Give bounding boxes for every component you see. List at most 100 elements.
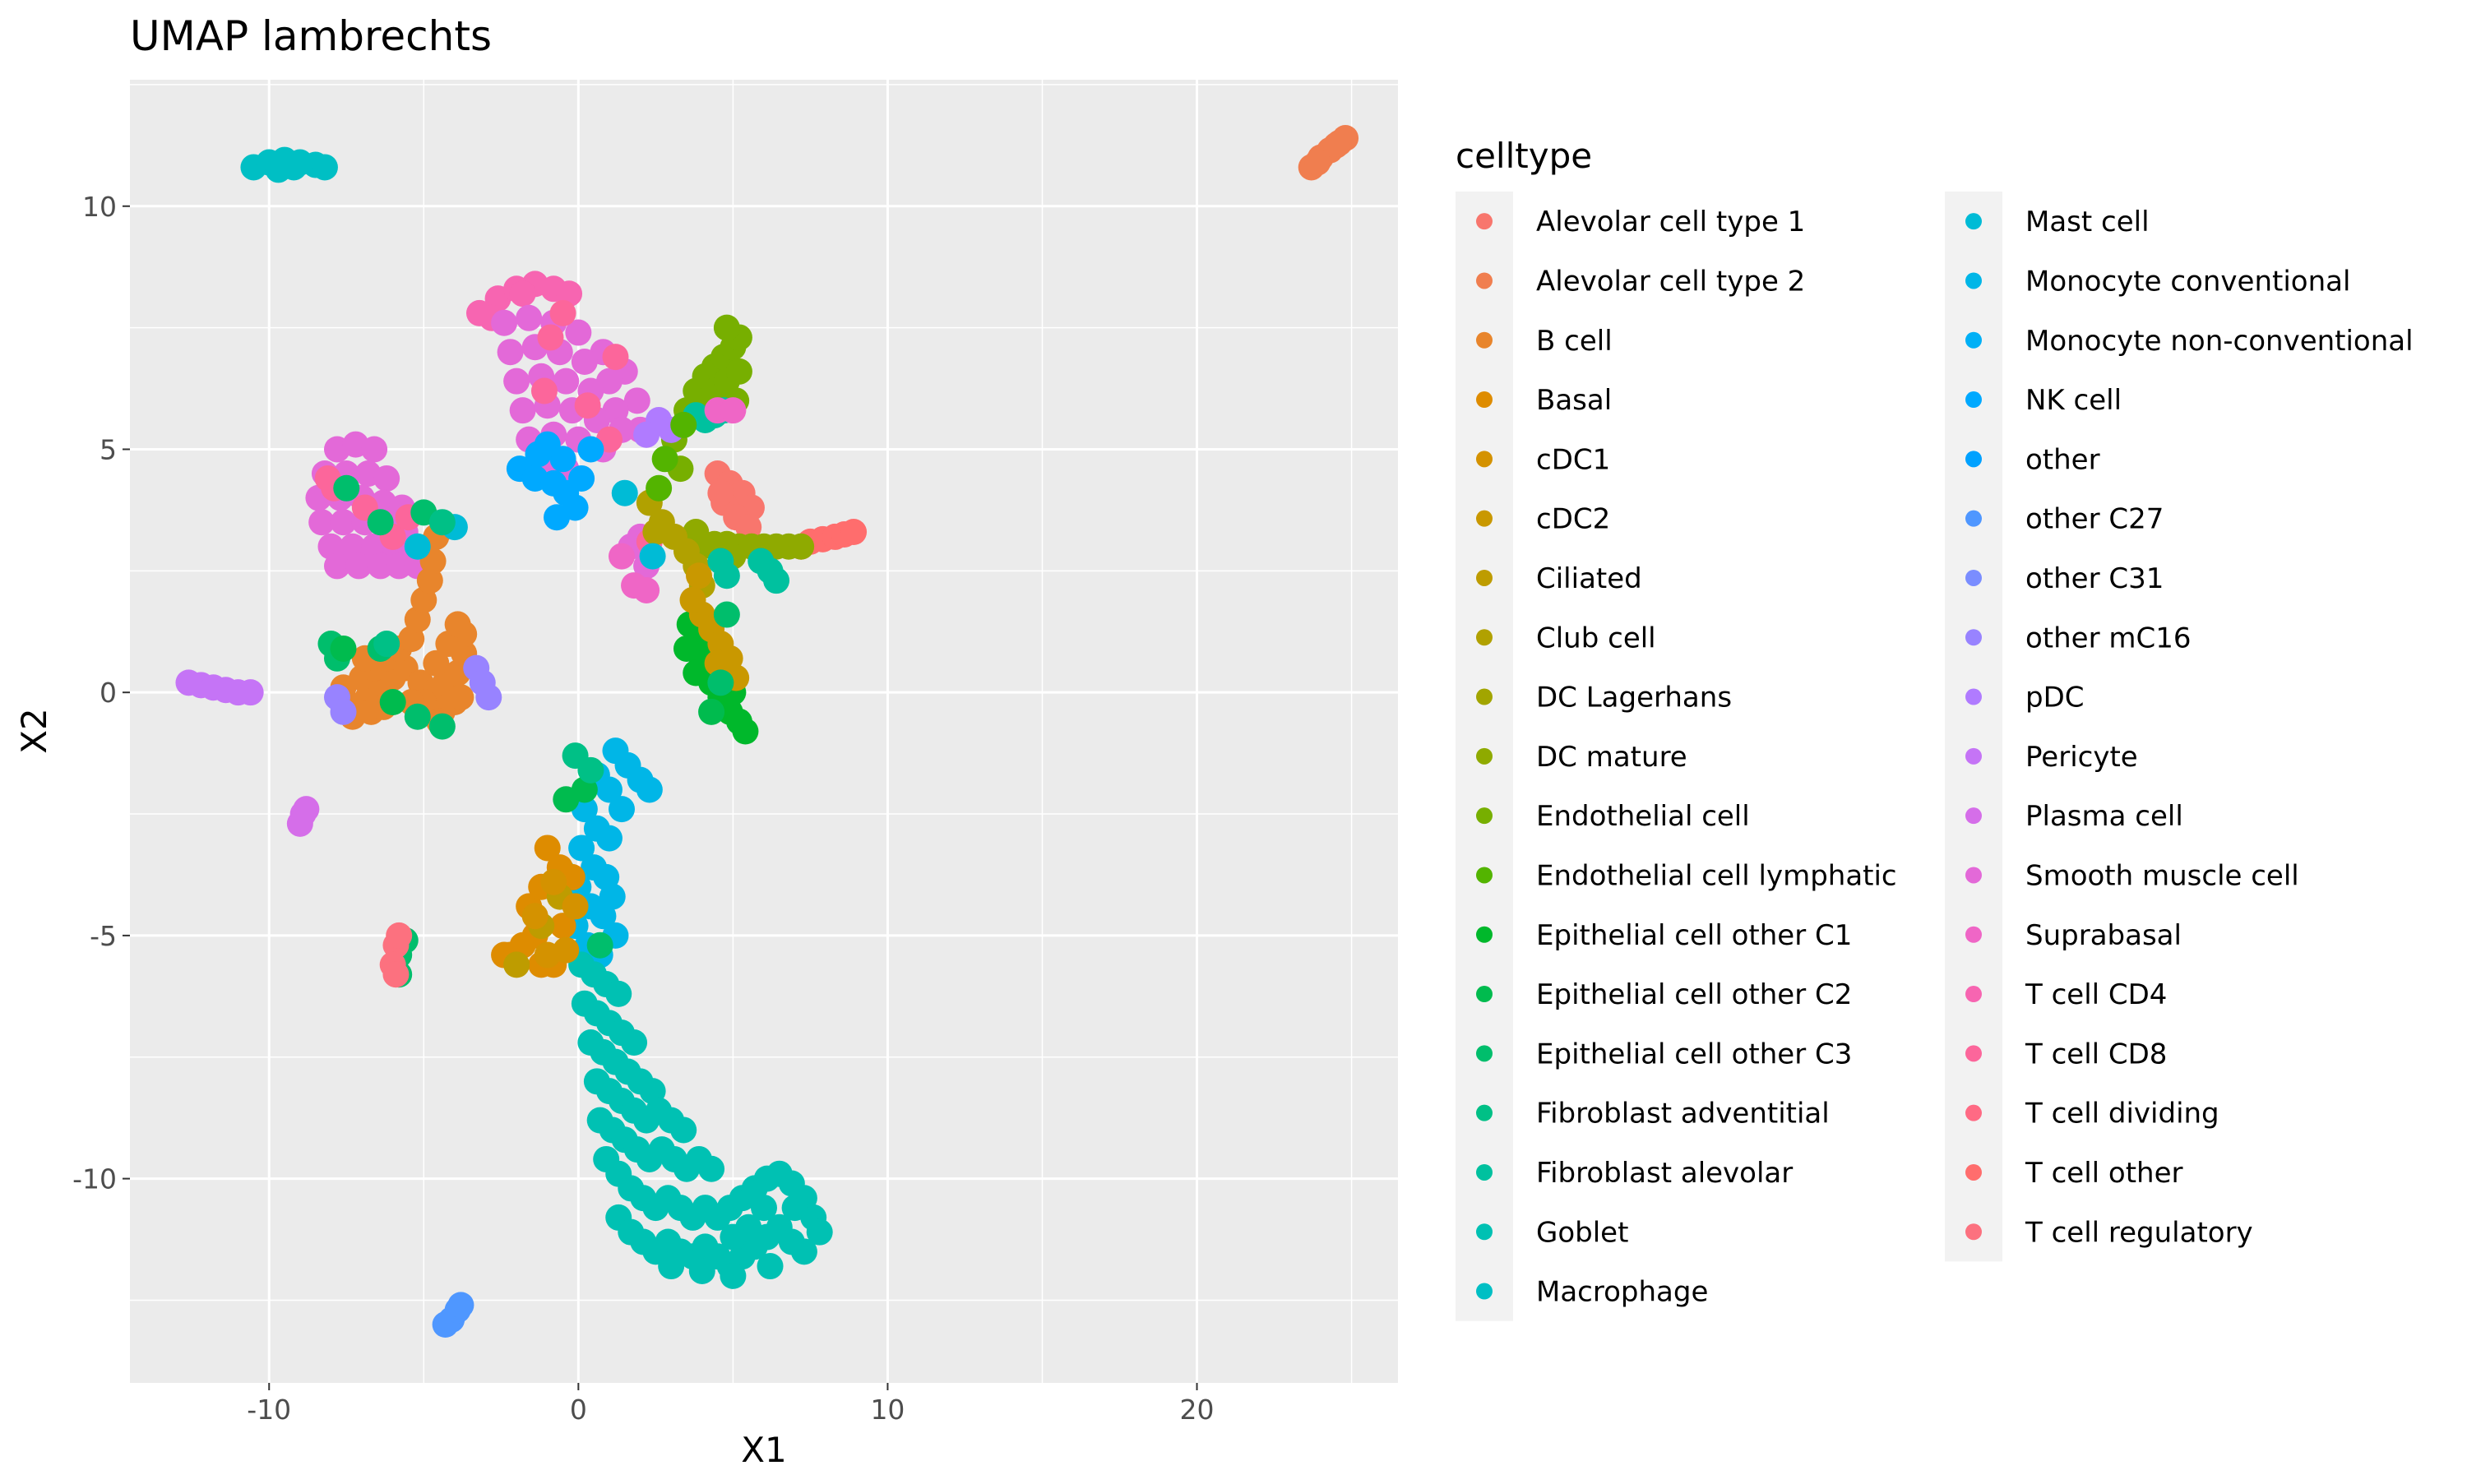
x-axis-ticks: -10 0 10 20 bbox=[247, 1383, 1215, 1426]
data-point bbox=[428, 713, 456, 740]
data-point bbox=[534, 834, 561, 862]
legend-label: Goblet bbox=[1536, 1216, 1628, 1249]
data-point bbox=[840, 519, 868, 546]
data-point bbox=[1322, 132, 1349, 159]
data-point bbox=[720, 1262, 747, 1289]
legend-key bbox=[1476, 867, 1493, 884]
y-axis-ticks: -10 -5 0 5 10 bbox=[72, 191, 130, 1195]
legend-label: Macrophage bbox=[1536, 1276, 1708, 1309]
data-point bbox=[503, 368, 530, 395]
data-point bbox=[237, 679, 264, 706]
legend-label: T cell CD8 bbox=[2025, 1038, 2167, 1070]
legend-label: Endothelial cell bbox=[1536, 800, 1750, 833]
data-point bbox=[549, 913, 576, 940]
data-point bbox=[670, 411, 697, 438]
legend-key bbox=[1476, 629, 1493, 646]
data-point bbox=[1304, 149, 1331, 176]
data-point bbox=[491, 309, 518, 336]
legend-label: T cell regulatory bbox=[2025, 1216, 2253, 1249]
legend-label: Epithelial cell other C3 bbox=[1536, 1038, 1852, 1070]
plot-panel bbox=[130, 80, 1398, 1383]
data-point bbox=[447, 1292, 474, 1319]
legend-key bbox=[1476, 1163, 1493, 1181]
data-point bbox=[658, 1253, 685, 1280]
data-point bbox=[361, 436, 388, 463]
data-point bbox=[636, 776, 663, 803]
legend-label: Suprabasal bbox=[2025, 919, 2182, 952]
data-point bbox=[367, 552, 394, 580]
data-point bbox=[447, 684, 474, 711]
data-point bbox=[713, 314, 740, 341]
data-point bbox=[308, 509, 336, 536]
legend-label: DC Lagerhans bbox=[1536, 682, 1732, 714]
legend-title: celltype bbox=[1456, 136, 1592, 176]
data-point bbox=[595, 825, 623, 852]
data-point bbox=[633, 576, 660, 603]
data-point bbox=[330, 509, 357, 536]
data-point bbox=[646, 474, 673, 502]
legend-key bbox=[1965, 569, 1982, 586]
data-point bbox=[788, 533, 815, 560]
data-point bbox=[373, 465, 400, 492]
legend-key bbox=[1965, 807, 1982, 825]
data-point bbox=[571, 349, 598, 376]
data-point bbox=[509, 397, 536, 424]
legend-label: Endothelial cell lymphatic bbox=[1536, 859, 1897, 892]
data-point bbox=[670, 1116, 697, 1144]
data-point bbox=[386, 552, 413, 580]
legend-key bbox=[1476, 986, 1493, 1003]
legend-key-background bbox=[1945, 192, 2002, 1262]
data-point bbox=[373, 631, 400, 658]
x-tick-label: 10 bbox=[870, 1394, 905, 1426]
data-point bbox=[623, 387, 650, 414]
data-point bbox=[725, 358, 752, 385]
data-point bbox=[516, 304, 543, 331]
legend-key bbox=[1476, 747, 1493, 765]
data-point bbox=[553, 368, 580, 395]
legend-key bbox=[1965, 1163, 1982, 1181]
data-point bbox=[720, 1223, 747, 1251]
legend-key bbox=[1476, 272, 1493, 289]
data-point bbox=[651, 446, 678, 473]
legend-label: Plasma cell bbox=[2025, 800, 2183, 833]
data-point bbox=[568, 465, 595, 492]
data-point bbox=[537, 324, 564, 351]
data-point bbox=[599, 883, 626, 910]
legend-key bbox=[1476, 331, 1493, 349]
data-point bbox=[345, 552, 373, 580]
legend: Alevolar cell type 1 Alevolar cell type 2… bbox=[1456, 192, 2414, 1321]
legend-key bbox=[1965, 629, 1982, 646]
data-point bbox=[602, 344, 629, 371]
legend-label: Alevolar cell type 1 bbox=[1536, 206, 1805, 238]
data-point bbox=[732, 718, 759, 745]
legend-label: other mC16 bbox=[2025, 622, 2192, 654]
legend-key bbox=[1965, 926, 1982, 943]
data-point bbox=[565, 319, 592, 346]
data-point bbox=[698, 1155, 725, 1182]
data-point bbox=[386, 922, 413, 949]
data-point bbox=[686, 562, 713, 589]
data-point bbox=[568, 834, 595, 862]
legend-key bbox=[1476, 926, 1493, 943]
legend-label: Epithelial cell other C1 bbox=[1536, 919, 1852, 952]
legend-key bbox=[1965, 213, 1982, 230]
data-point bbox=[530, 377, 558, 405]
data-point bbox=[544, 504, 571, 531]
y-tick-label: -10 bbox=[72, 1163, 117, 1195]
legend-label: Alevolar cell type 2 bbox=[1536, 265, 1805, 298]
x-tick-label: 20 bbox=[1180, 1394, 1215, 1426]
data-point bbox=[428, 509, 456, 536]
data-point bbox=[611, 479, 638, 506]
legend-label: DC mature bbox=[1536, 741, 1687, 774]
scatter-points bbox=[175, 124, 1359, 1338]
legend-key bbox=[1476, 1223, 1493, 1241]
legend-key bbox=[1965, 391, 1982, 409]
data-point bbox=[704, 650, 731, 677]
x-axis-title: X1 bbox=[741, 1430, 787, 1470]
data-point bbox=[379, 689, 406, 716]
legend-key bbox=[1476, 688, 1493, 705]
y-axis-title: X2 bbox=[14, 708, 54, 754]
legend-key bbox=[1476, 451, 1493, 468]
data-point bbox=[404, 703, 431, 730]
legend-label: Fibroblast alevolar bbox=[1536, 1157, 1793, 1190]
